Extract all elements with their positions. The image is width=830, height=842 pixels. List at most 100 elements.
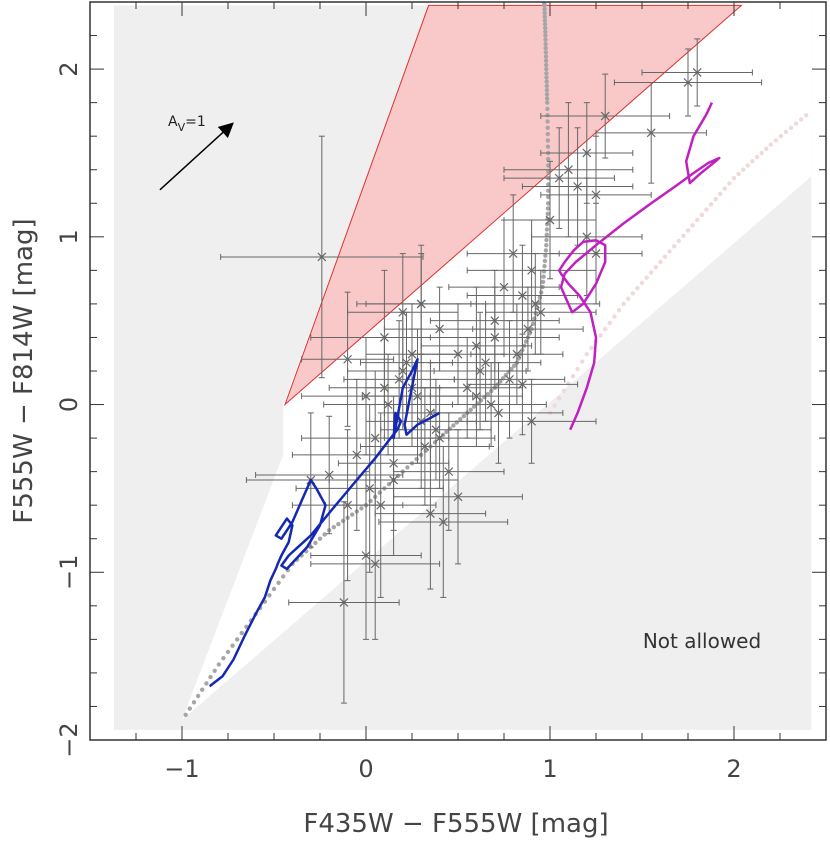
point-marker bbox=[416, 299, 426, 309]
track-0-dot bbox=[461, 413, 466, 419]
point-marker bbox=[402, 358, 411, 368]
track-0-dot bbox=[544, 62, 549, 68]
point-marker bbox=[324, 470, 334, 480]
track-0-dot bbox=[546, 201, 551, 206]
point-marker bbox=[530, 299, 540, 309]
point-marker bbox=[383, 400, 393, 409]
y-tick-label: 0 bbox=[55, 397, 83, 412]
track-0-dot bbox=[542, 6, 547, 12]
extinction-label-v: V bbox=[178, 121, 186, 134]
extinction-label: AV=1 bbox=[168, 114, 206, 134]
track-0-dot bbox=[545, 106, 550, 112]
point-marker bbox=[339, 598, 349, 607]
track-1-dot bbox=[552, 403, 557, 408]
point-marker bbox=[361, 551, 371, 560]
point-marker bbox=[413, 391, 422, 401]
point-marker bbox=[317, 252, 327, 262]
track-0-dot bbox=[267, 593, 272, 598]
track-1-dot bbox=[603, 326, 608, 332]
track-1-dot bbox=[690, 223, 695, 228]
x-tick-label: 2 bbox=[726, 755, 741, 783]
point-marker bbox=[494, 408, 503, 418]
track-1-dot bbox=[653, 265, 658, 270]
track-1-dot bbox=[584, 352, 589, 357]
track-0-dot bbox=[485, 391, 491, 397]
track-1-dot bbox=[704, 207, 709, 212]
track-0-dot bbox=[544, 92, 550, 97]
data-point bbox=[503, 160, 597, 280]
data-point bbox=[531, 177, 643, 297]
track-1-dot bbox=[788, 125, 794, 130]
point-marker bbox=[517, 379, 527, 389]
track-0-dot bbox=[230, 643, 235, 648]
track-0-dot bbox=[221, 656, 226, 661]
track-1-dot bbox=[621, 301, 626, 307]
track-0-dot bbox=[471, 404, 477, 409]
track-0-dot bbox=[216, 662, 221, 667]
track-0-dot bbox=[543, 37, 548, 42]
point-marker bbox=[554, 173, 564, 183]
point-marker bbox=[435, 324, 445, 334]
track-0-dot bbox=[511, 363, 517, 368]
track-0-dot bbox=[545, 100, 550, 105]
point-marker bbox=[499, 282, 509, 292]
track-1-dot bbox=[731, 175, 737, 181]
track-0-dot bbox=[545, 113, 550, 118]
track-0-dot bbox=[225, 649, 231, 655]
track-0-dot bbox=[543, 29, 548, 34]
extinction-label-a: A bbox=[168, 114, 178, 130]
point-marker bbox=[582, 148, 592, 158]
track-0-dot bbox=[405, 465, 410, 470]
track-1-dot bbox=[736, 171, 741, 177]
track-0-dot bbox=[239, 630, 244, 636]
track-1-dot bbox=[616, 308, 622, 313]
points-layer bbox=[220, 38, 763, 704]
track-1-dot bbox=[644, 275, 649, 280]
point-marker bbox=[591, 190, 601, 200]
track-0-dot bbox=[544, 83, 549, 89]
point-marker bbox=[343, 354, 353, 364]
track-0-dot bbox=[336, 521, 341, 527]
track-0-dot bbox=[414, 456, 419, 462]
track-1-dot bbox=[722, 186, 727, 191]
track-0-dot bbox=[544, 232, 549, 237]
track-1-dot bbox=[639, 280, 645, 286]
track-0-dot bbox=[523, 339, 529, 344]
track-0-dot bbox=[543, 248, 549, 253]
track-0-dot bbox=[545, 211, 550, 216]
track-1-dot bbox=[713, 196, 718, 202]
track-0-dot bbox=[195, 693, 201, 699]
track-1-dot bbox=[793, 121, 799, 126]
track-0-dot bbox=[546, 182, 551, 187]
data-point bbox=[595, 82, 707, 184]
track-1-dot bbox=[561, 388, 566, 394]
track-1-dot bbox=[635, 286, 640, 291]
point-marker bbox=[573, 182, 583, 191]
track-0-dot bbox=[543, 45, 548, 51]
track-1-dot bbox=[649, 270, 654, 275]
track-1-dot bbox=[759, 150, 764, 156]
data-point bbox=[429, 286, 560, 389]
point-marker bbox=[475, 366, 485, 376]
track-0-dot bbox=[542, 14, 547, 19]
track-1-dot bbox=[570, 374, 576, 379]
point-marker bbox=[343, 500, 353, 510]
track-0-dot bbox=[546, 157, 551, 162]
track-1-dot bbox=[566, 381, 571, 386]
track-0-dot bbox=[543, 41, 548, 47]
y-tick-label: 1 bbox=[55, 229, 83, 244]
track-0-dot bbox=[350, 512, 355, 517]
track-0-dot bbox=[543, 25, 548, 31]
track-1-dot bbox=[745, 163, 750, 168]
data-point bbox=[472, 286, 584, 372]
data-point bbox=[365, 244, 477, 364]
point-marker bbox=[508, 249, 518, 259]
point-marker bbox=[389, 458, 399, 468]
track-0-dot bbox=[542, 258, 548, 264]
track-0-dot bbox=[444, 429, 449, 434]
track-0-dot bbox=[468, 407, 473, 412]
y-axis-label: F555W − F814W [mag] bbox=[9, 218, 39, 523]
point-marker bbox=[600, 111, 610, 121]
track-1-dot bbox=[658, 259, 663, 265]
track-1-dot bbox=[695, 217, 700, 223]
